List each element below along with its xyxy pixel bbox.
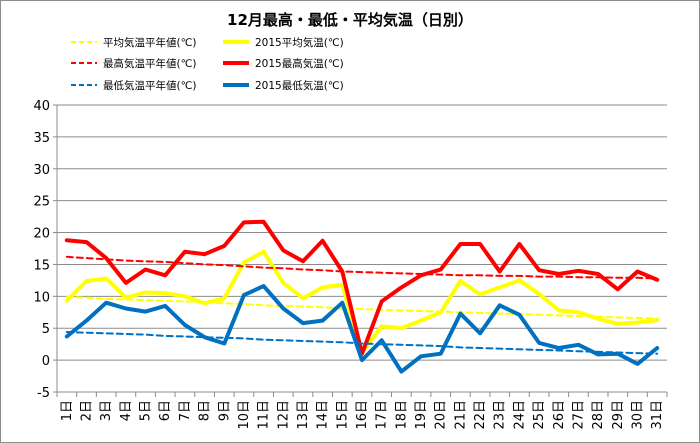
legend-label: 2015平均気温(℃) <box>255 36 344 49</box>
series-line <box>64 219 660 356</box>
y-tick-label: 0 <box>42 354 50 369</box>
y-tick-label: -5 <box>37 386 50 401</box>
series-line <box>64 284 660 374</box>
y-tick-label: 10 <box>33 290 50 305</box>
x-tick-label: 9日 <box>217 400 232 421</box>
y-tick-label: 15 <box>33 258 50 273</box>
x-tick-label: 18日 <box>394 400 409 430</box>
x-tick-label: 19日 <box>414 400 429 430</box>
x-tick-label: 6日 <box>158 400 173 421</box>
y-tick-label: 35 <box>33 131 50 146</box>
x-tick-label: 20日 <box>434 400 449 430</box>
x-tick-label: 1日 <box>60 400 75 421</box>
series-line <box>65 255 659 280</box>
series-line <box>65 331 659 355</box>
x-tick-label: 26日 <box>552 400 567 430</box>
x-tick-label: 23日 <box>493 400 508 430</box>
x-tick-label: 12日 <box>276 400 291 430</box>
x-axis: 1日 2日 3日 4日 5日 6日 7日 8日 9日 10日 11日 12日 13日 14日 15日 16日 1… <box>56 391 668 430</box>
x-tick-label: 29日 <box>611 400 626 430</box>
legend: 平均気温平年値(℃) 2015平均気温(℃) 最高気温平年値(℃) 2015最高気温(… <box>71 36 344 92</box>
legend-label: 2015最高気温(℃) <box>255 57 344 70</box>
y-tick-label: 40 <box>33 99 50 114</box>
x-tick-label: 7日 <box>178 400 193 421</box>
y-tick-label: 5 <box>42 322 50 337</box>
y-tick-label: 20 <box>33 227 50 242</box>
series-line <box>65 296 659 320</box>
legend-label: 2015最低気温(℃) <box>255 79 344 92</box>
x-tick-label: 24日 <box>512 400 527 430</box>
x-tick-label: 25日 <box>532 400 547 430</box>
y-axis: -5 0 5 10 15 20 25 30 35 40 <box>33 99 58 401</box>
y-tick-label: 25 <box>33 195 50 210</box>
legend-label: 平均気温平年値(℃) <box>103 36 197 49</box>
legend-label: 最低気温平年値(℃) <box>103 79 197 92</box>
series-lines <box>64 219 660 374</box>
legend-label: 最高気温平年値(℃) <box>103 57 197 70</box>
x-tick-label: 10日 <box>237 400 252 430</box>
x-tick-label: 4日 <box>119 400 134 421</box>
x-tick-label: 28日 <box>591 400 606 430</box>
x-tick-label: 5日 <box>139 400 154 421</box>
x-tick-label: 30日 <box>630 400 645 430</box>
x-tick-label: 22日 <box>473 400 488 430</box>
x-tick-label: 14日 <box>316 400 331 430</box>
x-tick-label: 8日 <box>198 400 213 421</box>
x-tick-label: 11日 <box>257 400 272 430</box>
y-tick-label: 30 <box>33 163 50 178</box>
x-tick-label: 27日 <box>571 400 586 430</box>
x-tick-label: 2日 <box>80 400 95 421</box>
x-tick-label: 15日 <box>335 400 350 430</box>
x-tick-label: 31日 <box>650 400 665 430</box>
series-line <box>64 249 660 355</box>
x-tick-label: 3日 <box>99 400 114 421</box>
x-tick-label: 21日 <box>453 400 468 430</box>
x-tick-label: 16日 <box>355 400 370 430</box>
x-tick-label: 17日 <box>375 400 390 430</box>
x-tick-label: 13日 <box>296 400 311 430</box>
chart-title: 12月最高・最低・平均気温（日別） <box>227 11 473 29</box>
